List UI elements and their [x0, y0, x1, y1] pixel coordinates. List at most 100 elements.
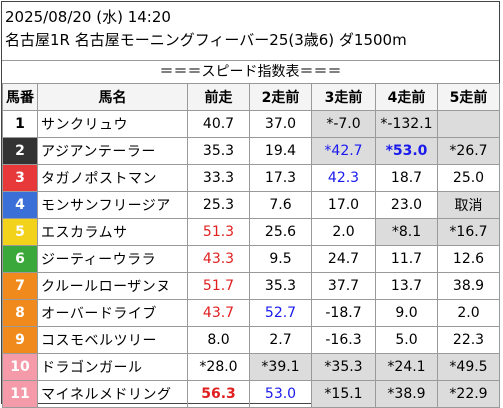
horse-number: 3 [2, 164, 38, 192]
race-title: 名古屋1R 名古屋モーニングフィーバー25(3歳6) ダ1500m [5, 31, 407, 49]
index-cell: *-132.1 [375, 110, 438, 138]
index-cell: 19.4 [249, 137, 312, 165]
table-row: 2 アジアンテーラー 35.3 19.4 *42.7 *53.0 *26.7 [2, 137, 500, 165]
index-cell: 51.7 [187, 272, 250, 300]
col-header-number: 馬番 [2, 83, 38, 111]
horse-name: アジアンテーラー [37, 137, 188, 165]
table-row: 11 マイネルメドリング 56.3 53.0 *15.1 *38.9 *22.9 [2, 380, 500, 408]
table-row: 3 タガノポストマン 33.3 17.3 42.3 18.7 25.0 [2, 164, 500, 192]
index-cell: *16.7 [437, 218, 500, 246]
index-cell: 33.3 [187, 164, 250, 192]
index-cell: 8.0 [187, 326, 250, 354]
index-cell: 43.3 [187, 245, 250, 273]
index-cell: 37.7 [311, 272, 376, 300]
index-cell: 56.3 [187, 380, 250, 408]
index-cell: *-7.0 [311, 110, 376, 138]
index-cell: 2.0 [311, 218, 376, 246]
index-cell: *8.1 [375, 218, 438, 246]
index-cell: *35.3 [311, 353, 376, 381]
horse-number: 11 [2, 380, 38, 408]
col-header-2-back: 2走前 [249, 83, 312, 111]
speed-index-table: 馬番 馬名 前走 2走前 3走前 4走前 5走前 1 サンクリュウ 40.7 3… [2, 83, 500, 408]
table-subtitle: ＝＝＝スピード指数表＝＝＝ [2, 60, 499, 83]
index-cell: 23.0 [375, 191, 438, 219]
horse-number: 9 [2, 326, 38, 354]
horse-name: オーバードライブ [37, 299, 188, 327]
col-header-3-back: 3走前 [311, 83, 376, 111]
index-cell: 2.7 [249, 326, 312, 354]
index-cell [437, 110, 500, 138]
horse-name: サンクリュウ [37, 110, 188, 138]
index-cell: 43.7 [187, 299, 250, 327]
horse-name: モンサンフリージア [37, 191, 188, 219]
horse-number: 1 [2, 110, 38, 138]
col-header-last: 前走 [187, 83, 250, 111]
table-row: 1 サンクリュウ 40.7 37.0 *-7.0 *-132.1 [2, 110, 500, 138]
table-row: 8 オーバードライブ 43.7 52.7 -18.7 9.0 2.0 [2, 299, 500, 327]
index-cell: 42.3 [311, 164, 376, 192]
index-cell: 5.0 [375, 326, 438, 354]
col-header-5-back: 5走前 [437, 83, 500, 111]
horse-number: 7 [2, 272, 38, 300]
horse-number: 2 [2, 137, 38, 165]
index-cell: 18.7 [375, 164, 438, 192]
index-cell: *28.0 [187, 353, 250, 381]
horse-number: 10 [2, 353, 38, 381]
table-row: 10 ドラゴンガール *28.0 *39.1 *35.3 *24.1 *49.5 [2, 353, 500, 381]
horse-name: タガノポストマン [37, 164, 188, 192]
index-cell: 13.7 [375, 272, 438, 300]
horse-number: 6 [2, 245, 38, 273]
index-cell: 12.6 [437, 245, 500, 273]
horse-name: マイネルメドリング [37, 380, 188, 408]
index-cell: 9.5 [249, 245, 312, 273]
index-cell: 2.0 [437, 299, 500, 327]
index-cell: *42.7 [311, 137, 376, 165]
horse-name: クルールローザンヌ [37, 272, 188, 300]
index-cell: 17.3 [249, 164, 312, 192]
col-header-4-back: 4走前 [375, 83, 438, 111]
horse-name: エスカラムサ [37, 218, 188, 246]
horse-name: ジーティーウララ [37, 245, 188, 273]
table-row: 5 エスカラムサ 51.3 25.6 2.0 *8.1 *16.7 [2, 218, 500, 246]
index-cell: 51.3 [187, 218, 250, 246]
index-cell: *38.9 [375, 380, 438, 408]
horse-name: ドラゴンガール [37, 353, 188, 381]
index-cell: 9.0 [375, 299, 438, 327]
horse-number: 8 [2, 299, 38, 327]
index-cell: 53.0 [249, 380, 312, 408]
index-cell: 24.7 [311, 245, 376, 273]
horse-number: 5 [2, 218, 38, 246]
index-cell: -18.7 [311, 299, 376, 327]
index-cell: -16.3 [311, 326, 376, 354]
index-cell: *49.5 [437, 353, 500, 381]
index-cell: *26.7 [437, 137, 500, 165]
index-cell: 35.3 [249, 272, 312, 300]
table-row: 9 コスモベルツリー 8.0 2.7 -16.3 5.0 22.3 [2, 326, 500, 354]
index-cell: *15.1 [311, 380, 376, 408]
index-cell: 22.3 [437, 326, 500, 354]
table-row: 7 クルールローザンヌ 51.7 35.3 37.7 13.7 38.9 [2, 272, 500, 300]
index-cell: 40.7 [187, 110, 250, 138]
table-row: 6 ジーティーウララ 43.3 9.5 24.7 11.7 12.6 [2, 245, 500, 273]
col-header-name: 馬名 [37, 83, 188, 111]
table-row: 4 モンサンフリージア 25.3 7.6 17.0 23.0 取消 [2, 191, 500, 219]
index-cell: 37.0 [249, 110, 312, 138]
index-cell: 7.6 [249, 191, 312, 219]
index-cell: *39.1 [249, 353, 312, 381]
index-cell: 52.7 [249, 299, 312, 327]
index-cell: 取消 [437, 191, 500, 219]
index-cell: 25.6 [249, 218, 312, 246]
index-cell: *53.0 [375, 137, 438, 165]
index-cell: *24.1 [375, 353, 438, 381]
index-cell: 11.7 [375, 245, 438, 273]
index-cell: 17.0 [311, 191, 376, 219]
index-cell: *22.9 [437, 380, 500, 408]
horse-name: コスモベルツリー [37, 326, 188, 354]
header-row: 馬番 馬名 前走 2走前 3走前 4走前 5走前 [2, 83, 500, 111]
horse-number: 4 [2, 191, 38, 219]
index-cell: 25.0 [437, 164, 500, 192]
index-cell: 25.3 [187, 191, 250, 219]
index-cell: 35.3 [187, 137, 250, 165]
race-datetime: 2025/08/20 (水) 14:20 [5, 8, 171, 26]
